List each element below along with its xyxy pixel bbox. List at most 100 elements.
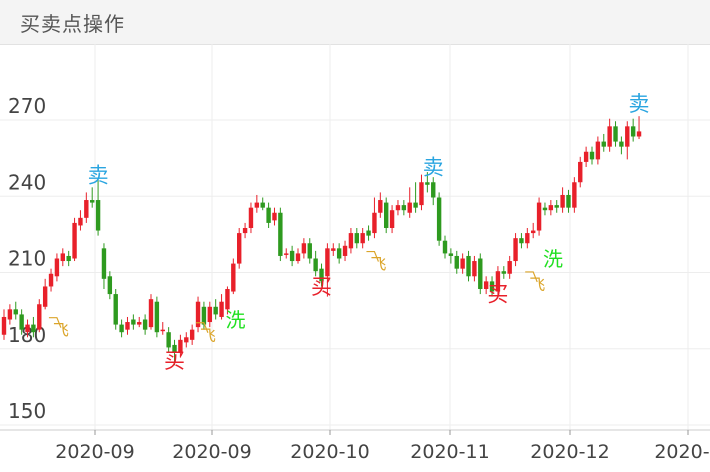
candle-body[interactable] xyxy=(583,151,589,162)
candle-body[interactable] xyxy=(201,306,207,325)
candle-body[interactable] xyxy=(636,131,642,137)
candle-body[interactable] xyxy=(48,273,54,287)
candle-body[interactable] xyxy=(572,182,577,208)
candle-body[interactable] xyxy=(536,202,542,231)
candle-body[interactable] xyxy=(425,182,430,185)
candle-body[interactable] xyxy=(125,322,130,330)
candle-body[interactable] xyxy=(19,314,24,330)
candle-body[interactable] xyxy=(289,250,295,262)
candle-body[interactable] xyxy=(231,263,236,292)
wash-signal-label[interactable]: 洗 xyxy=(225,308,245,332)
candle-body[interactable] xyxy=(495,271,501,292)
candle-body[interactable] xyxy=(95,200,101,231)
candle-body[interactable] xyxy=(466,255,471,277)
candle-body[interactable] xyxy=(442,240,448,254)
candle-body[interactable] xyxy=(113,294,118,325)
candle-body[interactable] xyxy=(395,205,401,211)
candle-body[interactable] xyxy=(119,324,124,333)
candle-body[interactable] xyxy=(184,337,189,343)
candle-body[interactable] xyxy=(401,205,407,211)
candle-body[interactable] xyxy=(548,205,554,211)
candle-body[interactable] xyxy=(578,161,583,183)
candle-body[interactable] xyxy=(607,126,612,147)
candle-body[interactable] xyxy=(513,238,518,262)
candle-body[interactable] xyxy=(60,253,65,262)
candle-body[interactable] xyxy=(348,233,354,249)
candle-body[interactable] xyxy=(248,207,254,228)
candle-body[interactable] xyxy=(507,261,512,274)
candle-body[interactable] xyxy=(66,255,71,262)
candle-body[interactable] xyxy=(254,202,260,208)
candle-body[interactable] xyxy=(154,301,160,333)
candle-body[interactable] xyxy=(131,319,136,325)
candle-body[interactable] xyxy=(213,306,218,315)
wash-signal-label[interactable]: 洗 xyxy=(543,247,563,271)
candle-body[interactable] xyxy=(319,268,324,282)
candle-body[interactable] xyxy=(519,238,524,244)
candle-body[interactable] xyxy=(25,324,30,333)
candle-body[interactable] xyxy=(54,258,60,277)
candle-body[interactable] xyxy=(284,253,289,255)
candle-body[interactable] xyxy=(90,200,95,203)
candle-body[interactable] xyxy=(37,304,42,330)
candle-body[interactable] xyxy=(301,243,307,254)
candle-body[interactable] xyxy=(595,141,601,160)
candle-body[interactable] xyxy=(331,248,336,251)
candle-body[interactable] xyxy=(178,339,183,353)
candle-body[interactable] xyxy=(325,248,330,277)
candle-body[interactable] xyxy=(242,228,248,234)
candle-body[interactable] xyxy=(278,212,283,256)
candle-body[interactable] xyxy=(313,258,318,272)
candle-body[interactable] xyxy=(460,258,465,269)
candle-body[interactable] xyxy=(589,151,595,160)
candle-body[interactable] xyxy=(260,202,265,208)
candle-body[interactable] xyxy=(166,332,171,348)
candle-body[interactable] xyxy=(472,261,477,277)
candle-body[interactable] xyxy=(436,197,442,241)
candle-body[interactable] xyxy=(613,126,618,142)
sell-signal-label[interactable]: 卖 xyxy=(423,156,444,180)
candle-body[interactable] xyxy=(266,207,271,223)
sell-signal-label[interactable]: 卖 xyxy=(629,92,650,116)
buy-signal-label[interactable]: 买 xyxy=(164,349,185,373)
candle-body[interactable] xyxy=(84,200,89,218)
candle-body[interactable] xyxy=(501,271,506,274)
candle-body[interactable] xyxy=(160,329,165,332)
candle-body[interactable] xyxy=(360,233,365,244)
candle-body[interactable] xyxy=(336,248,342,259)
candle-body[interactable] xyxy=(342,245,348,256)
candle-body[interactable] xyxy=(419,182,424,206)
candle-body[interactable] xyxy=(448,253,454,256)
candle-body[interactable] xyxy=(601,141,606,147)
candle-body[interactable] xyxy=(389,210,395,228)
candle-body[interactable] xyxy=(172,344,177,353)
candle-body[interactable] xyxy=(619,141,624,147)
candle-body[interactable] xyxy=(195,301,201,328)
candle-body[interactable] xyxy=(307,243,312,259)
candle-body[interactable] xyxy=(413,202,418,208)
candle-body[interactable] xyxy=(625,126,630,147)
candle-body[interactable] xyxy=(454,255,459,269)
candle-body[interactable] xyxy=(101,248,107,279)
candle-body[interactable] xyxy=(207,306,212,323)
candle-body[interactable] xyxy=(237,233,242,264)
candle-body[interactable] xyxy=(489,281,495,292)
candle-body[interactable] xyxy=(42,286,48,307)
candle-body[interactable] xyxy=(13,309,18,315)
candle-body[interactable] xyxy=(630,126,636,137)
candle-body[interactable] xyxy=(1,316,7,335)
candle-body[interactable] xyxy=(431,182,436,198)
buy-signal-label[interactable]: 买 xyxy=(487,283,508,307)
candle-body[interactable] xyxy=(219,301,224,317)
candle-body[interactable] xyxy=(407,202,412,213)
candle-body[interactable] xyxy=(295,253,301,262)
candle-body[interactable] xyxy=(31,324,36,333)
candle-body[interactable] xyxy=(7,309,13,320)
candle-body[interactable] xyxy=(566,194,571,208)
candle-body[interactable] xyxy=(78,217,83,226)
buy-signal-label[interactable]: 买 xyxy=(311,275,332,299)
candle-body[interactable] xyxy=(478,258,483,290)
candle-body[interactable] xyxy=(372,212,377,234)
candle-body[interactable] xyxy=(531,230,536,234)
